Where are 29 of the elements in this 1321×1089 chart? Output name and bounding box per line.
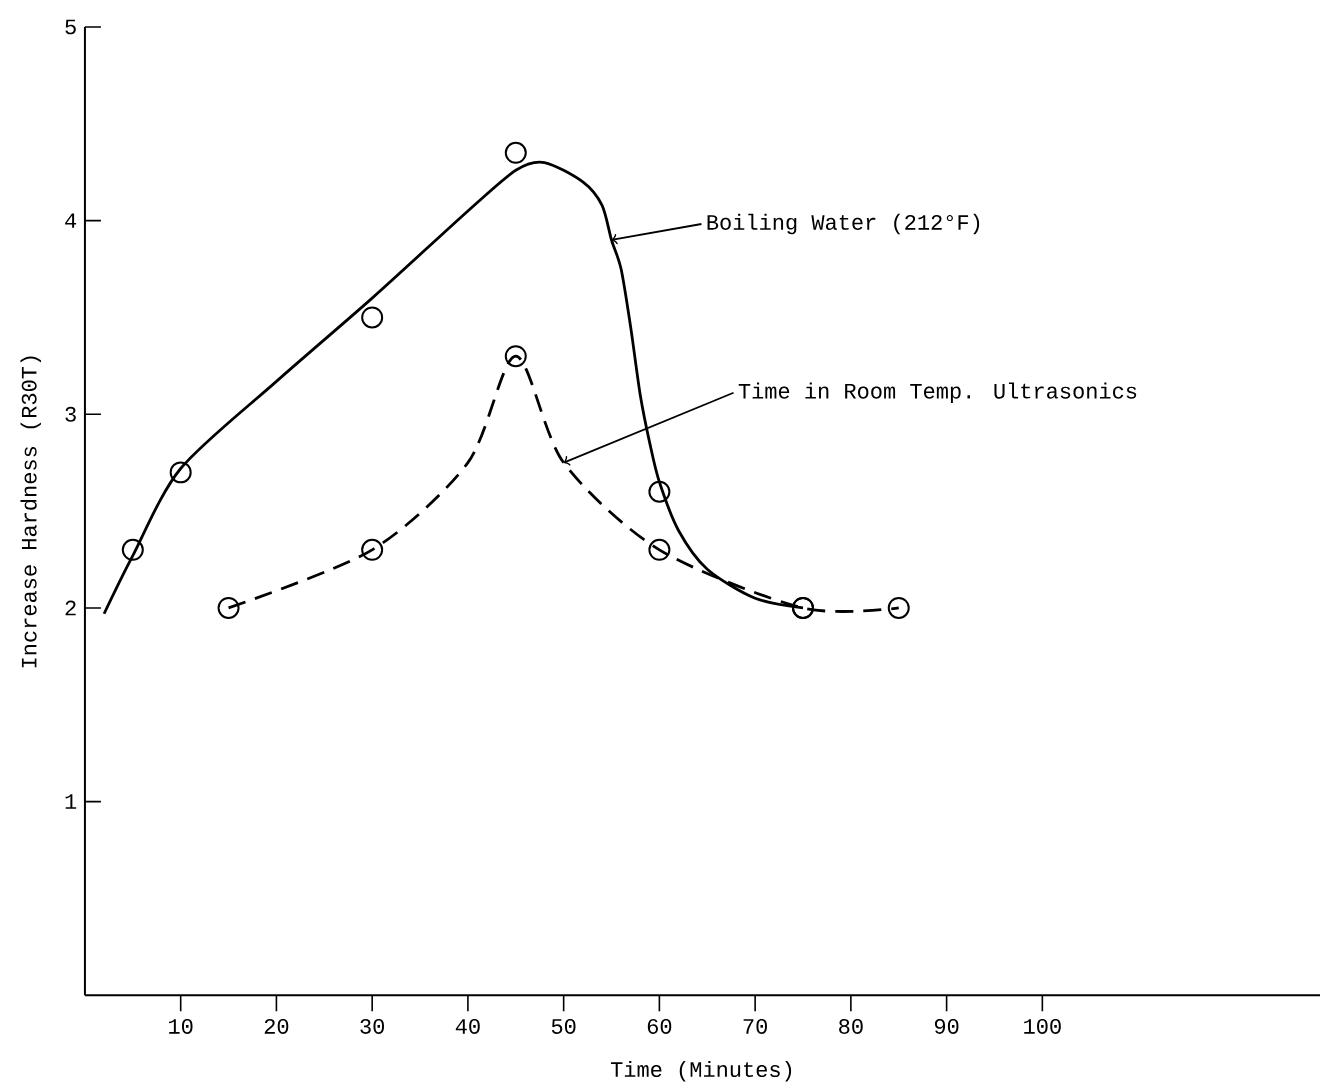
- y-tick-label: 5: [65, 19, 76, 35]
- x-tick-label: 10: [169, 1019, 193, 1034]
- x-tick-label: 100: [1024, 1019, 1061, 1034]
- y-axis-title: Increase Hardness (R30T): [20, 356, 41, 668]
- y-tick-label: 1: [65, 794, 77, 809]
- point: [361, 306, 384, 329]
- x-tick-label: 50: [551, 1019, 576, 1034]
- point: [648, 480, 671, 503]
- x-tick-label: 40: [455, 1019, 480, 1034]
- annotation: Boiling Water (212°F): [707, 213, 980, 235]
- y-tick-label: 4: [65, 213, 77, 228]
- x-tick-label: 60: [647, 1019, 672, 1034]
- x-tick-label: 70: [743, 1019, 767, 1034]
- point: [169, 461, 192, 484]
- x-tick-label: 80: [839, 1019, 863, 1034]
- point: [121, 538, 144, 561]
- point: [887, 597, 910, 620]
- annotation: Time in Room Temp. Ultrasonics: [738, 382, 1137, 404]
- x-tick-label: 90: [934, 1019, 959, 1034]
- point: [504, 345, 527, 368]
- point: [361, 538, 384, 561]
- x-tick-label: 20: [264, 1019, 289, 1034]
- x-tick-label: 30: [360, 1019, 385, 1034]
- point: [217, 597, 240, 620]
- y-tick-label: 3: [65, 406, 76, 422]
- point: [504, 141, 527, 164]
- point: [648, 538, 671, 561]
- y-tick-label: 2: [65, 600, 76, 616]
- x-axis-title: Time (Minutes): [610, 1061, 792, 1082]
